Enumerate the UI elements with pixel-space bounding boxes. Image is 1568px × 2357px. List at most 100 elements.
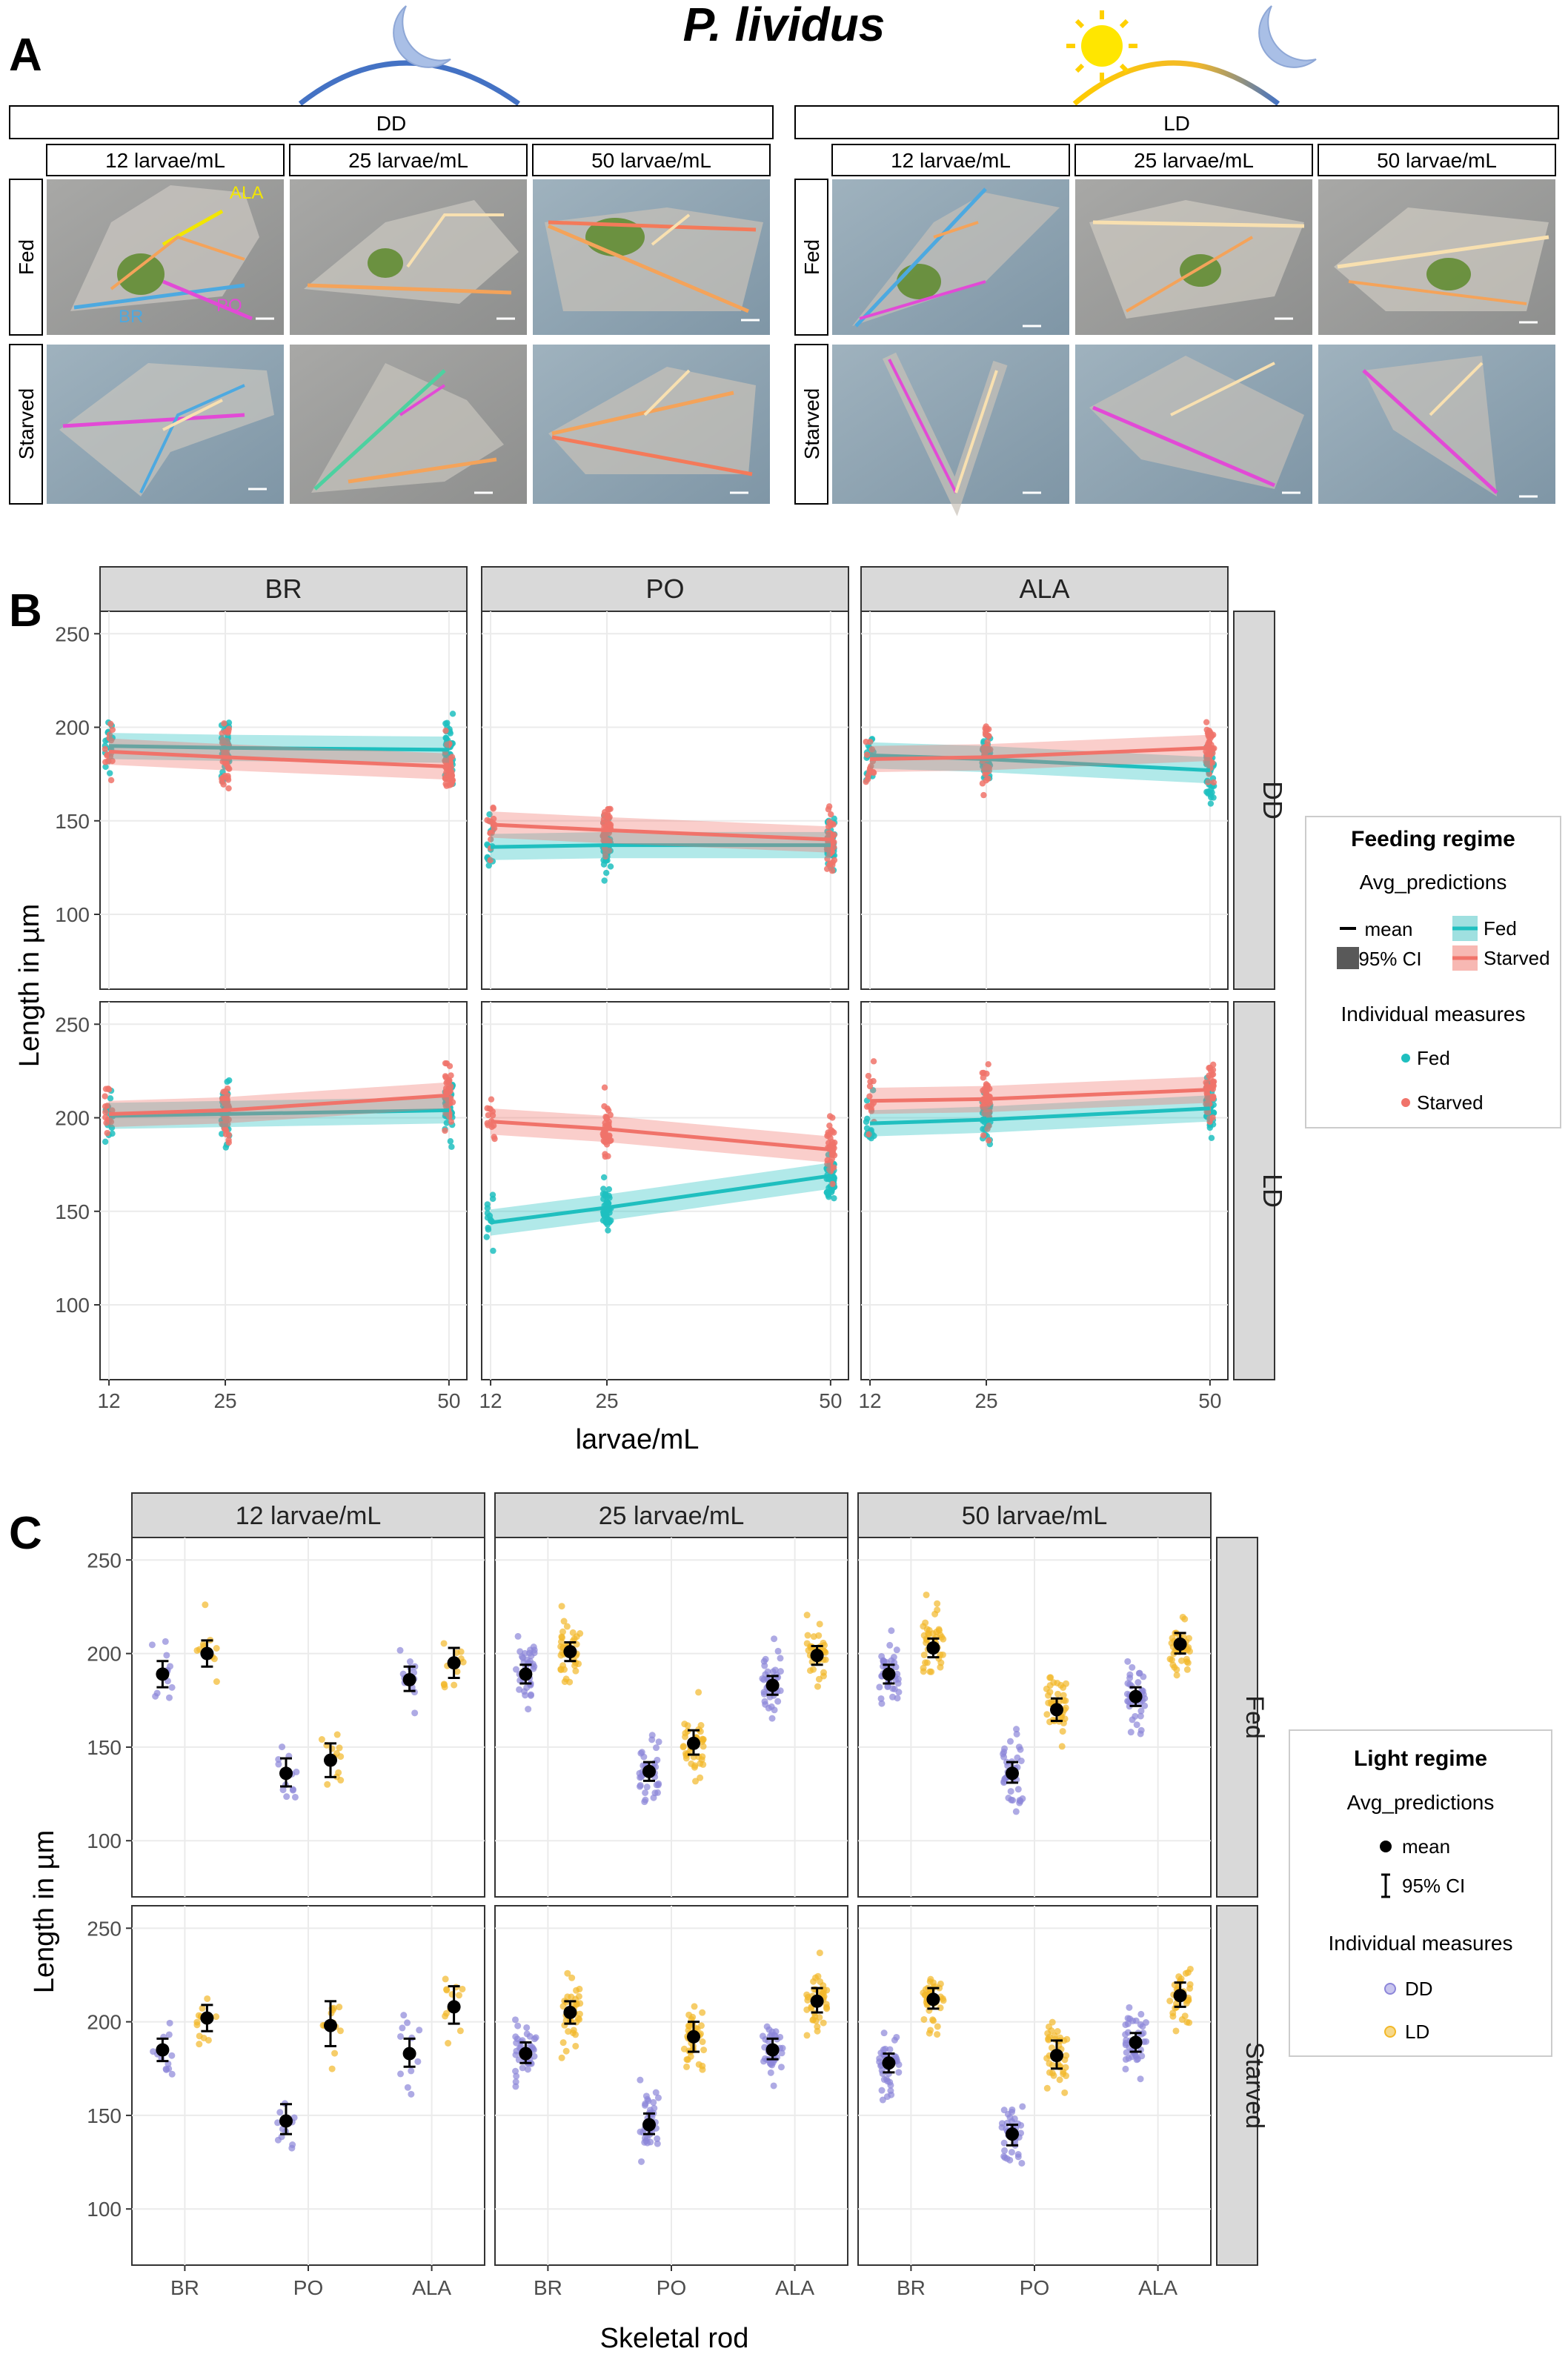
data-point-dd bbox=[1008, 2149, 1015, 2156]
panel-background bbox=[99, 1001, 468, 1380]
data-point-dd bbox=[275, 1761, 282, 1768]
data-point-dd bbox=[288, 2144, 296, 2152]
mean-point-ld bbox=[926, 1992, 940, 2007]
micrograph bbox=[832, 179, 1069, 335]
data-point-dd bbox=[636, 1769, 643, 1777]
mean-point-ld bbox=[563, 2005, 577, 2019]
data-point-ld bbox=[441, 1683, 448, 1691]
data-point-starved bbox=[222, 1131, 230, 1137]
legend-ci-key bbox=[1381, 1873, 1390, 1898]
data-point-dd bbox=[890, 1653, 897, 1660]
data-point-ld bbox=[196, 2032, 203, 2040]
data-point-starved bbox=[107, 720, 114, 728]
legend-mean-label: mean bbox=[1402, 1835, 1450, 1858]
data-point-starved bbox=[602, 1151, 608, 1157]
data-point-dd bbox=[771, 1706, 778, 1714]
data-point-ld bbox=[816, 1620, 823, 1628]
data-point-dd bbox=[532, 2034, 539, 2041]
x-tick-label: 25 bbox=[595, 1389, 618, 1412]
data-point-ld bbox=[202, 1601, 209, 1609]
data-point-starved bbox=[986, 768, 992, 774]
data-point-ld bbox=[1172, 2027, 1180, 2035]
data-point-dd bbox=[772, 2028, 780, 2035]
legend-ci-label: 95% CI bbox=[1402, 1875, 1465, 1897]
data-point-starved bbox=[607, 1111, 614, 1118]
data-point-dd bbox=[1001, 2147, 1009, 2154]
data-point-dd bbox=[1127, 1729, 1135, 1736]
data-point-fed bbox=[601, 877, 608, 884]
data-point-dd bbox=[1017, 2121, 1025, 2129]
data-point-starved bbox=[866, 1131, 872, 1138]
data-point-dd bbox=[760, 1690, 768, 1698]
data-point-fed bbox=[602, 1191, 609, 1197]
x-axis-label: larvae/mL bbox=[576, 1424, 700, 1455]
data-point-ld bbox=[575, 1660, 582, 1667]
x-tick-label: 50 bbox=[437, 1389, 460, 1412]
data-point-ld bbox=[572, 2042, 579, 2050]
data-point-dd bbox=[767, 2059, 774, 2067]
facet-strip-col bbox=[481, 566, 849, 612]
data-point-dd bbox=[526, 2032, 534, 2040]
data-point-dd bbox=[514, 1632, 522, 1640]
data-point-starved bbox=[225, 774, 231, 781]
data-point-starved bbox=[447, 1095, 454, 1102]
data-point-starved bbox=[608, 1137, 614, 1144]
data-point-starved bbox=[1209, 1114, 1216, 1121]
micrograph bbox=[1318, 179, 1555, 335]
x-tick-label: BR bbox=[170, 2276, 199, 2299]
density-label: 12 larvae/mL bbox=[105, 149, 225, 172]
data-point-dd bbox=[276, 2109, 284, 2116]
data-point-starved bbox=[601, 1084, 608, 1091]
data-point-starved bbox=[828, 1139, 836, 1146]
legend-starved-point bbox=[1401, 1098, 1410, 1107]
data-point-dd bbox=[777, 2064, 785, 2071]
data-point-ld bbox=[685, 2022, 692, 2029]
y-tick-label: 100 bbox=[55, 1294, 90, 1317]
data-point-starved bbox=[979, 780, 986, 787]
data-point-ld bbox=[934, 1606, 941, 1614]
data-point-ld bbox=[1054, 1690, 1062, 1698]
data-point-fed bbox=[483, 1234, 490, 1240]
data-point-starved bbox=[487, 836, 494, 843]
mean-point-dd bbox=[1129, 2035, 1143, 2050]
mean-line-fed bbox=[491, 843, 831, 849]
data-point-ld bbox=[213, 2013, 220, 2021]
mean-point-ld bbox=[1173, 1989, 1187, 2003]
dd-night-arc bbox=[298, 60, 521, 106]
data-point-ld bbox=[1177, 1657, 1185, 1664]
data-point-dd bbox=[408, 2067, 415, 2075]
data-point-ld bbox=[920, 1652, 928, 1659]
data-point-dd bbox=[527, 1691, 534, 1698]
data-point-starved bbox=[442, 1073, 449, 1080]
legend-ci-key bbox=[1337, 947, 1359, 969]
data-point-dd bbox=[530, 1643, 537, 1651]
data-point-ld bbox=[336, 1744, 343, 1752]
data-point-ld bbox=[699, 2038, 706, 2046]
data-point-dd bbox=[1003, 2155, 1011, 2162]
density-header bbox=[831, 144, 1070, 176]
data-point-ld bbox=[558, 1634, 565, 1641]
data-point-ld bbox=[927, 1975, 934, 1983]
data-point-fed bbox=[449, 711, 456, 717]
data-point-ld bbox=[1056, 2076, 1063, 2084]
data-point-fed bbox=[605, 1227, 611, 1234]
facet-strip-col bbox=[860, 566, 1229, 612]
data-point-ld bbox=[336, 2004, 343, 2011]
data-point-fed bbox=[109, 1130, 116, 1137]
data-point-dd bbox=[1009, 2108, 1016, 2115]
data-point-dd bbox=[1017, 1798, 1024, 1805]
y-tick-label: 100 bbox=[55, 903, 90, 926]
data-point-starved bbox=[985, 1137, 992, 1144]
data-point-ld bbox=[576, 2010, 583, 2018]
data-point-ld bbox=[557, 1643, 565, 1650]
row-header-fed bbox=[9, 179, 43, 336]
data-point-starved bbox=[602, 1120, 608, 1126]
facet-strip-row bbox=[1216, 1537, 1258, 1898]
data-point-dd bbox=[1000, 2107, 1008, 2114]
y-tick-label: 250 bbox=[87, 1917, 122, 1940]
data-point-ld bbox=[920, 2015, 928, 2023]
data-point-dd bbox=[397, 2070, 405, 2078]
data-point-dd bbox=[163, 1652, 170, 1659]
x-tick-label: PO bbox=[657, 2276, 686, 2299]
data-point-dd bbox=[1132, 1712, 1139, 1720]
